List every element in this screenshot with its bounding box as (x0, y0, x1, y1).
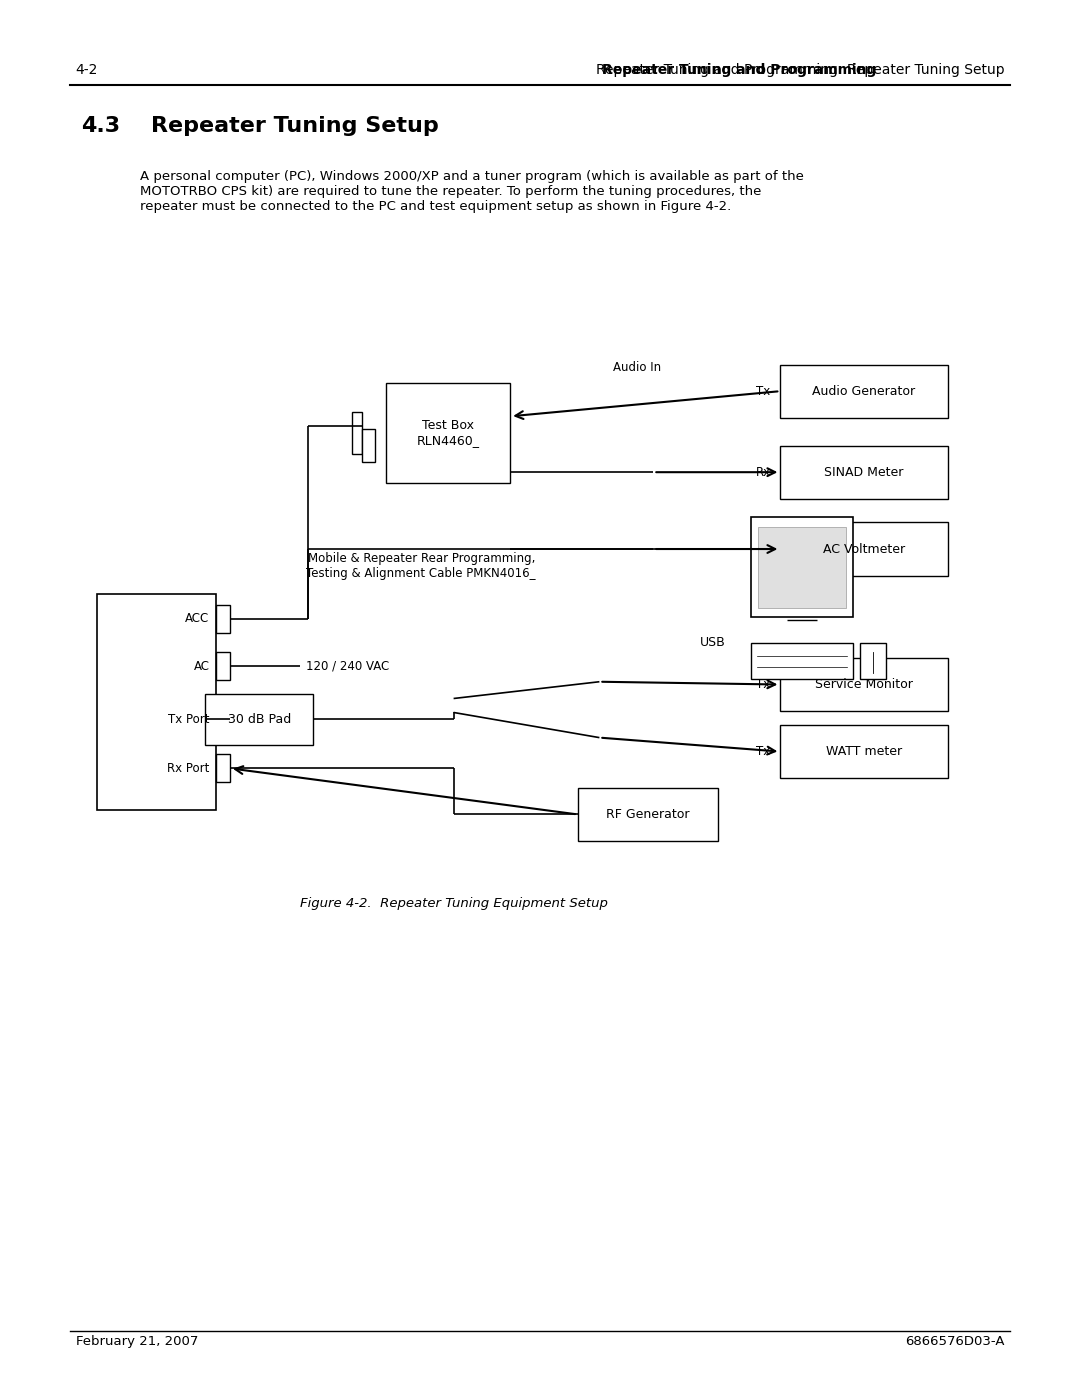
Bar (362, 429, 376, 462)
Bar (781, 446, 948, 499)
Text: RF Generator: RF Generator (606, 807, 690, 821)
Bar (216, 605, 230, 633)
Bar (751, 643, 853, 679)
Text: Audio In: Audio In (613, 362, 661, 374)
Text: ACC: ACC (186, 612, 210, 626)
Bar (758, 527, 846, 608)
Text: 4.3: 4.3 (81, 116, 120, 136)
Text: 120 / 240 VAC: 120 / 240 VAC (306, 659, 389, 673)
Bar (751, 517, 853, 617)
Text: 4-2: 4-2 (76, 63, 98, 77)
Bar (578, 788, 718, 841)
Bar (860, 643, 886, 679)
Text: Tx: Tx (756, 678, 770, 692)
Text: February 21, 2007: February 21, 2007 (76, 1334, 198, 1348)
Text: 30 dB Pad: 30 dB Pad (228, 712, 291, 726)
Bar (216, 705, 230, 733)
Bar (216, 754, 230, 782)
Text: Mobile & Repeater Rear Programming,
Testing & Alignment Cable PMKN4016_: Mobile & Repeater Rear Programming, Test… (307, 552, 536, 580)
Bar (781, 522, 948, 576)
Bar (216, 652, 230, 680)
Bar (97, 594, 216, 810)
Text: AC Voltmeter: AC Voltmeter (823, 542, 905, 556)
Text: USB: USB (700, 636, 726, 650)
Text: Repeater Tuning and Programming: Repeater Tuning and Programming (602, 63, 877, 77)
Text: SINAD Meter: SINAD Meter (824, 465, 904, 479)
Text: Rx: Rx (756, 465, 771, 479)
Text: 6866576D03-A: 6866576D03-A (905, 1334, 1004, 1348)
Text: Repeater Tuning and Programming: Repeater Tuning Setup: Repeater Tuning and Programming: Repeate… (596, 63, 1004, 77)
Bar (781, 725, 948, 778)
Bar (781, 658, 948, 711)
Bar (351, 412, 362, 454)
Text: Service Monitor: Service Monitor (815, 678, 913, 692)
Text: Test Box
RLN4460_: Test Box RLN4460_ (417, 419, 480, 447)
Text: Figure 4-2.  Repeater Tuning Equipment Setup: Figure 4-2. Repeater Tuning Equipment Se… (299, 897, 608, 909)
Text: Tx: Tx (756, 745, 770, 759)
Bar (205, 694, 313, 745)
Bar (781, 365, 948, 418)
Text: AC: AC (193, 659, 210, 673)
Bar (387, 383, 510, 483)
Text: WATT meter: WATT meter (826, 745, 902, 759)
Text: Rx Port: Rx Port (167, 761, 210, 775)
Text: Tx Port: Tx Port (168, 712, 210, 726)
Text: Repeater Tuning Setup: Repeater Tuning Setup (151, 116, 438, 136)
Text: A personal computer (PC), Windows 2000/XP and a tuner program (which is availabl: A personal computer (PC), Windows 2000/X… (140, 170, 805, 214)
Text: Audio Generator: Audio Generator (812, 384, 916, 398)
Text: Tx: Tx (756, 384, 770, 398)
